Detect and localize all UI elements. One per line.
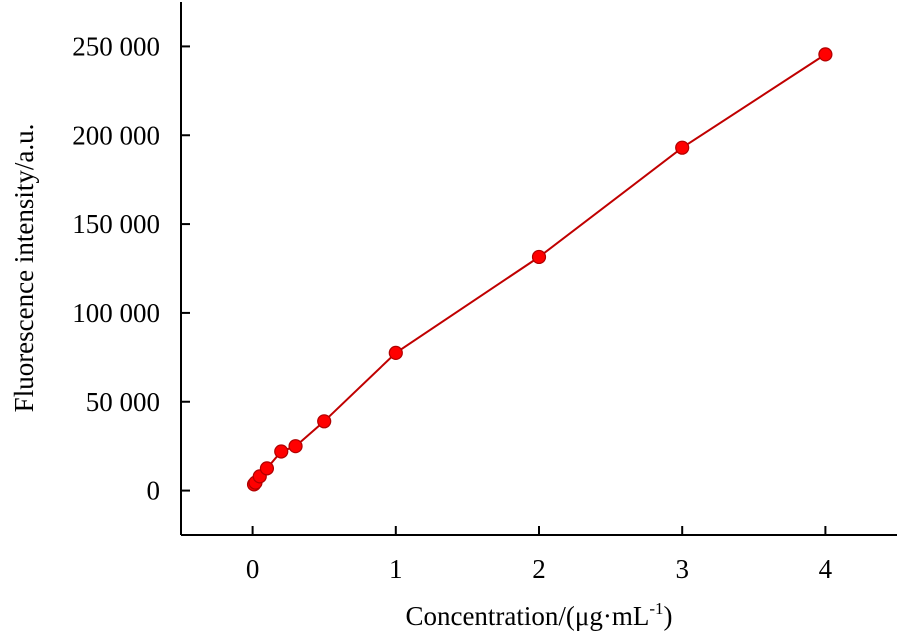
data-point bbox=[818, 47, 833, 62]
y-tick-label: 250 000 bbox=[72, 31, 160, 61]
y-tick-label: 100 000 bbox=[72, 298, 160, 328]
x-tick-label: 4 bbox=[819, 554, 833, 584]
data-point bbox=[675, 140, 690, 155]
series-layer bbox=[246, 47, 833, 492]
x-tick-label: 0 bbox=[246, 554, 260, 584]
x-axis-title: Concentration/(μg·mL-1) bbox=[405, 599, 672, 631]
plot-frame bbox=[180, 2, 897, 536]
y-tick-label: 200 000 bbox=[72, 120, 160, 150]
axis-labels: 0 50 000 100 000 150 000 200 000 250 000 0 1 2 3 4… bbox=[9, 31, 833, 631]
data-point bbox=[317, 414, 332, 429]
x-tick-label: 1 bbox=[389, 554, 403, 584]
y-tick-label: 150 000 bbox=[72, 209, 160, 239]
x-axis-title-text: Concentration/(μg·mL bbox=[405, 601, 649, 631]
y-tick-label: 50 000 bbox=[86, 387, 160, 417]
x-axis-title-suffix: ) bbox=[664, 601, 673, 631]
x-axis-title-superscript: -1 bbox=[649, 599, 663, 618]
series-line bbox=[253, 53, 826, 486]
data-point bbox=[274, 444, 289, 459]
axis-ticks bbox=[181, 45, 827, 535]
data-point bbox=[388, 345, 403, 360]
data-point bbox=[531, 249, 547, 265]
y-tick-label: 0 bbox=[147, 476, 161, 506]
data-point bbox=[259, 461, 275, 476]
y-axis-title: Fluorescence intensity/a.u. bbox=[9, 124, 39, 413]
x-tick-label: 2 bbox=[532, 554, 546, 584]
x-tick-label: 3 bbox=[675, 554, 689, 584]
data-point bbox=[288, 439, 303, 454]
